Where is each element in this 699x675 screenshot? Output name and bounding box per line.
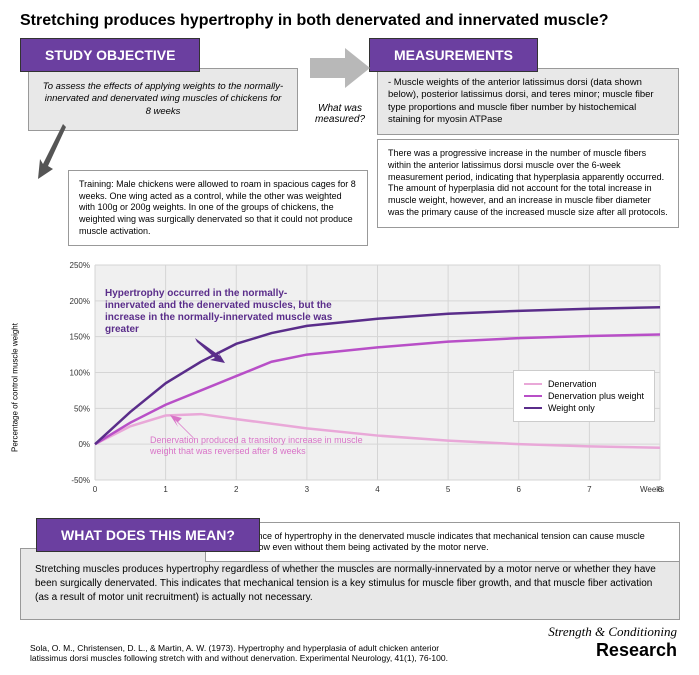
citation: Sola, O. M., Christensen, D. L., & Marti… [30, 643, 470, 663]
objective-header: STUDY OBJECTIVE [20, 38, 200, 72]
objective-text: To assess the effects of applying weight… [28, 68, 298, 131]
arrow-right-icon [310, 48, 370, 88]
svg-text:2: 2 [234, 485, 239, 494]
y-axis-label: Percentage of control muscle weight [11, 323, 20, 452]
logo-top: Strength & Conditioning [548, 624, 677, 640]
svg-text:50%: 50% [74, 404, 90, 413]
svg-text:4: 4 [375, 485, 380, 494]
svg-text:Weeks: Weeks [640, 485, 664, 494]
training-box: Training: Male chickens were allowed to … [68, 170, 368, 246]
svg-text:200%: 200% [70, 297, 90, 306]
measurements-text: - Muscle weights of the anterior latissi… [377, 68, 679, 135]
measurements-header: MEASUREMENTS [369, 38, 538, 72]
mean-header: WHAT DOES THIS MEAN? [36, 518, 260, 552]
svg-text:-50%: -50% [71, 476, 90, 485]
svg-text:0: 0 [93, 485, 98, 494]
chart: Percentage of control muscle weight -50%… [20, 260, 680, 505]
legend-item: Denervation [524, 379, 644, 389]
svg-text:7: 7 [587, 485, 592, 494]
svg-text:6: 6 [517, 485, 522, 494]
svg-text:5: 5 [446, 485, 451, 494]
legend-item: Denervation plus weight [524, 391, 644, 401]
svg-text:0%: 0% [78, 440, 90, 449]
measured-label: What was measured? [305, 103, 375, 125]
arrow-pointer-icon [170, 415, 195, 440]
svg-text:100%: 100% [70, 369, 90, 378]
svg-text:250%: 250% [70, 261, 90, 270]
arrow-pointer-icon [195, 338, 225, 363]
legend-item: Weight only [524, 403, 644, 413]
legend: Denervation Denervation plus weight Weight… [513, 370, 655, 422]
svg-text:150%: 150% [70, 333, 90, 342]
logo-bottom: Research [548, 640, 677, 661]
svg-text:1: 1 [163, 485, 168, 494]
logo: Strength & Conditioning Research [548, 624, 677, 661]
page-title: Stretching produces hypertrophy in both … [0, 0, 699, 38]
mean-note: The existence of hypertrophy in the dene… [205, 522, 680, 562]
arrow-pointer-icon [38, 124, 68, 179]
results-text: There was a progressive increase in the … [377, 139, 679, 227]
chart-annotation-1: Hypertrophy occurred in the normally-inn… [105, 288, 335, 336]
svg-text:3: 3 [305, 485, 310, 494]
